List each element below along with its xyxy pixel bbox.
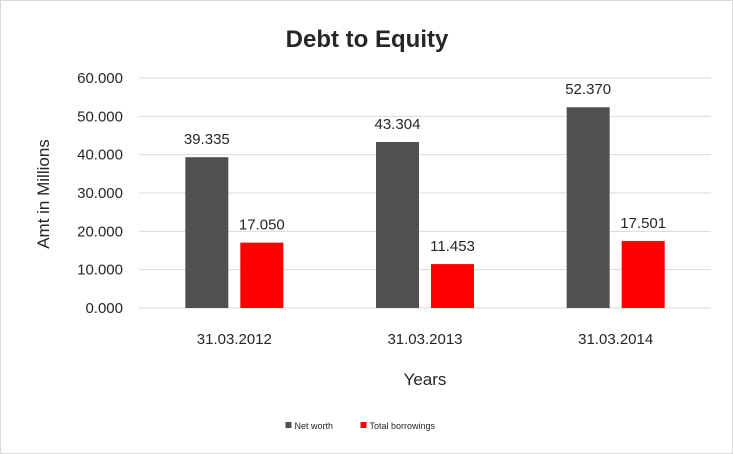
bars bbox=[185, 107, 665, 308]
chart-title: Debt to Equity bbox=[286, 26, 449, 53]
legend-label: Total borrowings bbox=[370, 421, 436, 431]
x-axis-title: Years bbox=[404, 370, 447, 389]
data-label: 11.453 bbox=[430, 238, 475, 255]
y-tick-label: 40.000 bbox=[77, 147, 123, 164]
bar-net-worth bbox=[185, 157, 229, 308]
y-tick-label: 20.000 bbox=[77, 223, 123, 240]
legend-swatch bbox=[285, 422, 292, 428]
y-tick-label: 60.000 bbox=[77, 70, 123, 87]
bar-total-borrowings bbox=[431, 264, 474, 308]
data-label: 43.304 bbox=[375, 116, 421, 133]
bar-net-worth bbox=[376, 142, 419, 308]
legend: Net worth Total borrowings bbox=[285, 421, 436, 431]
y-tick-label: 50.000 bbox=[77, 108, 123, 125]
legend-swatch bbox=[360, 422, 367, 428]
data-label: 17.050 bbox=[239, 217, 285, 234]
y-axis-ticks: 0.000 10.000 20.000 30.000 40.000 50.000 60.00… bbox=[77, 70, 123, 317]
x-category-label: 31.03.2014 bbox=[578, 331, 653, 348]
bar-total-borrowings bbox=[240, 242, 284, 308]
data-label: 39.335 bbox=[184, 131, 230, 148]
x-category-label: 31.03.2013 bbox=[387, 331, 462, 348]
y-axis-title: Amt in Millions bbox=[34, 139, 53, 249]
data-label: 17.501 bbox=[620, 215, 666, 232]
bar-total-borrowings bbox=[621, 240, 665, 308]
legend-label: Net worth bbox=[295, 421, 334, 431]
bar-net-worth bbox=[566, 107, 610, 308]
data-label: 52.370 bbox=[565, 81, 611, 98]
data-labels: 39.335 17.050 43.304 11.453 52.370 17.501 bbox=[184, 81, 666, 255]
y-tick-label: 30.000 bbox=[77, 185, 123, 202]
x-category-label: 31.03.2012 bbox=[197, 331, 272, 348]
x-axis-categories: 31.03.2012 31.03.2013 31.03.2014 bbox=[197, 331, 653, 348]
gridlines bbox=[139, 77, 711, 309]
y-tick-label: 0.000 bbox=[85, 300, 123, 317]
y-tick-label: 10.000 bbox=[77, 262, 123, 279]
